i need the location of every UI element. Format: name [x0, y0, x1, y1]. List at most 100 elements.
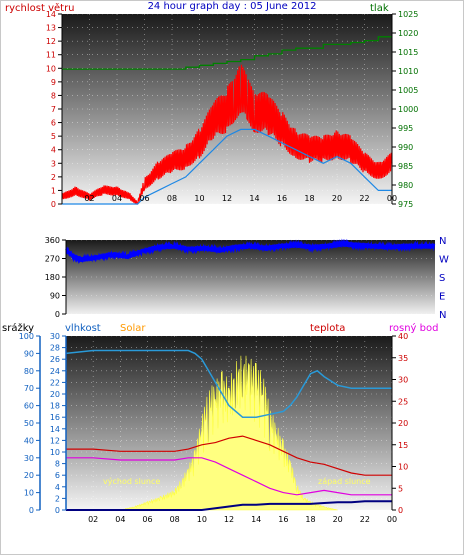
chart-title: 24 hour graph day : 05 June 2012 [148, 1, 317, 12]
wind-tick-label: 12 [46, 37, 56, 46]
wind-time-label: 20 [332, 194, 342, 203]
wind-time-label: 02 [84, 194, 94, 203]
humidity-time-label: 10 [197, 515, 207, 524]
rain-tick-label: 90 [24, 349, 34, 358]
pressure-tick-label: 1015 [398, 48, 418, 57]
temperature-tick-label: 20 [398, 419, 408, 428]
rain-tick-label: 0 [29, 506, 34, 515]
rain-tick-label: 70 [24, 384, 34, 393]
wind-tick-label: 9 [51, 78, 56, 87]
wind-tick-label: 2 [51, 173, 56, 182]
compass-label: W [439, 255, 449, 266]
humidity-tick-label: 24 [50, 367, 60, 376]
temperature-tick-label: 0 [398, 506, 403, 515]
pressure-tick-label: 975 [398, 200, 413, 209]
humidity-time-label: 14 [251, 515, 261, 524]
rain-tick-label: 30 [24, 454, 34, 463]
solar-axis-label: Solar [120, 323, 146, 334]
wind-tick-label: 7 [51, 105, 56, 114]
dewpoint-line [66, 457, 392, 496]
humidity-tick-label: 8 [55, 460, 60, 469]
wind-time-label: 18 [304, 194, 314, 203]
rain-tick-label: 60 [24, 402, 34, 411]
humidity-time-label: 04 [115, 515, 125, 524]
wind-time-label: 06 [139, 194, 149, 203]
bottom-series-layer [65, 349, 392, 511]
humidity-time-label: 08 [170, 515, 180, 524]
humidity-tick-label: 4 [55, 483, 60, 492]
humidity-time-label: 00 [387, 515, 397, 524]
pressure-line [62, 36, 392, 70]
wind-axis-label: rychlost větru [5, 2, 75, 14]
direction-tick-label: 270 [45, 255, 60, 264]
wind-time-label: 14 [249, 194, 259, 203]
pressure-tick-label: 990 [398, 143, 413, 152]
wind-tick-label: 14 [46, 10, 56, 19]
compass-label: S [439, 273, 445, 284]
wind-time-label: 00 [387, 194, 397, 203]
wind-tick-label: 0 [51, 200, 56, 209]
wind-tick-label: 8 [51, 91, 56, 100]
humidity-tick-label: 22 [50, 378, 60, 387]
rain-tick-label: 20 [24, 471, 34, 480]
pressure-tick-label: 1025 [398, 10, 418, 19]
direction-tick-label: 180 [45, 273, 60, 282]
humidity-tick-label: 18 [50, 402, 60, 411]
wind-tick-label: 5 [51, 132, 56, 141]
temperature-tick-label: 5 [398, 484, 403, 493]
pressure-tick-label: 1020 [398, 29, 418, 38]
wind-time-label: 04 [112, 194, 122, 203]
dewpoint-axis-label: rosný bod [389, 322, 438, 334]
humidity-tick-label: 20 [50, 390, 60, 399]
humidity-tick-label: 0 [55, 506, 60, 515]
rain-axis-label: srážky [2, 322, 34, 334]
wind-speed-line [61, 64, 393, 205]
wind-tick-label: 4 [51, 146, 56, 155]
rain-line [66, 500, 392, 511]
compass-label: N [439, 310, 446, 321]
humidity-axes: 0102030405060708090100024681012141618202… [19, 332, 408, 524]
humidity-tick-label: 16 [50, 413, 60, 422]
compass-label: N [439, 236, 446, 247]
humidity-tick-label: 10 [50, 448, 60, 457]
wind-time-label: 16 [277, 194, 287, 203]
wind-time-label: 12 [222, 194, 232, 203]
sunset-label: západ slunce [318, 477, 371, 486]
humidity-time-label: 16 [278, 515, 288, 524]
pressure-tick-label: 995 [398, 124, 413, 133]
direction-tick-label: 90 [50, 292, 60, 301]
pressure-axis-label: tlak [370, 3, 389, 14]
direction-tick-label: 0 [55, 310, 60, 319]
wind-time-label: 22 [359, 194, 369, 203]
compass-label: E [439, 292, 445, 303]
humidity-time-label: 12 [224, 515, 234, 524]
humidity-time-label: 20 [333, 515, 343, 524]
direction-plot-area [66, 240, 435, 314]
rain-tick-label: 50 [24, 419, 34, 428]
rain-tick-label: 100 [19, 332, 34, 341]
rain-tick-label: 80 [24, 367, 34, 376]
wind-tick-label: 11 [46, 51, 56, 60]
direction-tick-label: 360 [45, 236, 60, 245]
temperature-tick-label: 10 [398, 463, 408, 472]
temperature-tick-label: 25 [398, 397, 408, 406]
pressure-tick-label: 985 [398, 162, 413, 171]
pressure-tick-label: 1005 [398, 86, 418, 95]
humidity-tick-label: 6 [55, 471, 60, 480]
humidity-time-label: 18 [305, 515, 315, 524]
direction-series-layer [65, 238, 436, 265]
temperature-line [66, 435, 392, 476]
temperature-tick-label: 35 [398, 354, 408, 363]
humidity-axis-label: vlhkost [65, 323, 101, 334]
pressure-tick-label: 980 [398, 181, 413, 190]
rain-tick-label: 40 [24, 436, 34, 445]
sunrise-label: východ slunce [103, 477, 160, 486]
humidity-tick-label: 14 [50, 425, 60, 434]
humidity-tick-label: 2 [55, 494, 60, 503]
rain-tick-label: 10 [24, 489, 34, 498]
temperature-tick-label: 15 [398, 441, 408, 450]
wind-tick-label: 6 [51, 119, 56, 128]
pressure-tick-label: 1000 [398, 105, 418, 114]
temperature-tick-label: 40 [398, 332, 408, 341]
